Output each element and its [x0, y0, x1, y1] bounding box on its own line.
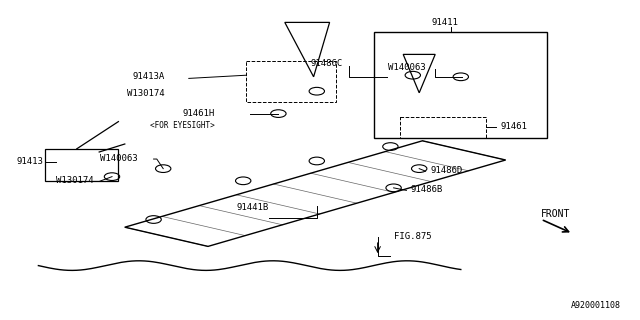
- Text: FIG.875: FIG.875: [394, 232, 431, 241]
- Bar: [45, 149, 118, 181]
- Text: W130174: W130174: [56, 176, 94, 185]
- Bar: [374, 32, 547, 138]
- Text: 91441B: 91441B: [237, 203, 269, 212]
- Text: 91411: 91411: [431, 18, 458, 27]
- Text: W130174: W130174: [127, 89, 164, 98]
- Bar: [246, 61, 336, 102]
- Text: FRONT: FRONT: [541, 209, 570, 219]
- Bar: [400, 117, 486, 138]
- Text: 91413: 91413: [17, 157, 44, 166]
- Text: A920001108: A920001108: [571, 301, 621, 310]
- Text: 91461: 91461: [500, 122, 527, 131]
- Text: 91486B: 91486B: [411, 185, 443, 194]
- Text: 91486C: 91486C: [311, 59, 343, 68]
- Text: 91486D: 91486D: [430, 166, 462, 175]
- Text: <FOR EYESIGHT>: <FOR EYESIGHT>: [150, 121, 214, 130]
- Text: W140063: W140063: [100, 154, 138, 163]
- Text: 91461H: 91461H: [182, 109, 214, 118]
- Text: 91413A: 91413A: [132, 72, 164, 81]
- Text: W140063: W140063: [388, 63, 426, 72]
